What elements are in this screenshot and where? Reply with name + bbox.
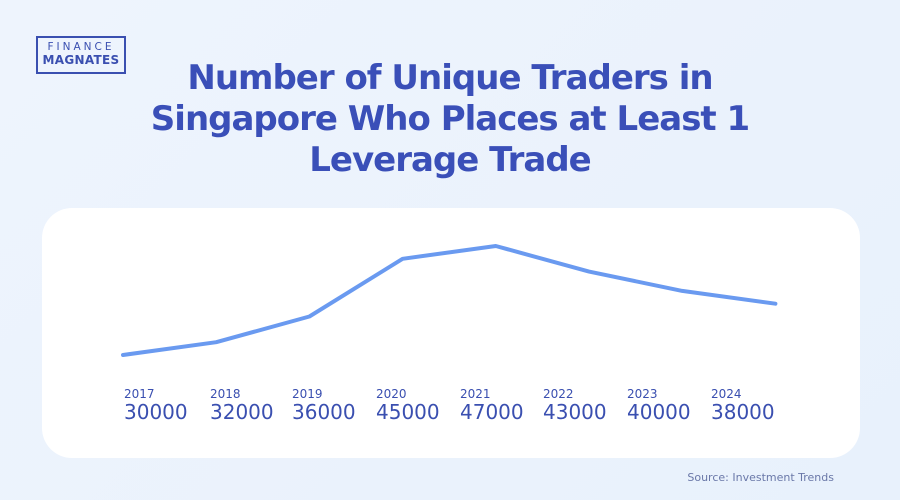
value-label: 38000 (711, 400, 775, 424)
year-label: 2023 (627, 387, 658, 401)
value-label: 43000 (543, 400, 607, 424)
series-line (121, 244, 778, 357)
data-label: 2022 43000 (543, 387, 607, 424)
source-note: Source: Investment Trends (687, 471, 834, 484)
year-label: 2024 (711, 387, 742, 401)
data-label: 2017 30000 (124, 387, 188, 424)
data-label: 2019 36000 (292, 387, 356, 424)
year-label: 2020 (376, 387, 407, 401)
finance-magnates-logo: FINANCE MAGNATES (36, 36, 126, 74)
value-label: 40000 (627, 400, 691, 424)
data-label: 2023 40000 (627, 387, 691, 424)
data-label: 2018 32000 (210, 387, 274, 424)
chart-title: Number of Unique Traders in Singapore Wh… (150, 58, 750, 180)
data-label: 2024 38000 (711, 387, 775, 424)
logo-line2: MAGNATES (42, 53, 120, 67)
chart-card (42, 208, 860, 458)
logo-line1: FINANCE (47, 41, 115, 53)
value-label: 45000 (376, 400, 440, 424)
value-label: 32000 (210, 400, 274, 424)
year-label: 2021 (460, 387, 491, 401)
value-label: 36000 (292, 400, 356, 424)
year-label: 2017 (124, 387, 155, 401)
year-label: 2022 (543, 387, 574, 401)
data-label: 2020 45000 (376, 387, 440, 424)
data-label: 2021 47000 (460, 387, 524, 424)
year-label: 2019 (292, 387, 323, 401)
year-label: 2018 (210, 387, 241, 401)
value-label: 47000 (460, 400, 524, 424)
value-label: 30000 (124, 400, 188, 424)
